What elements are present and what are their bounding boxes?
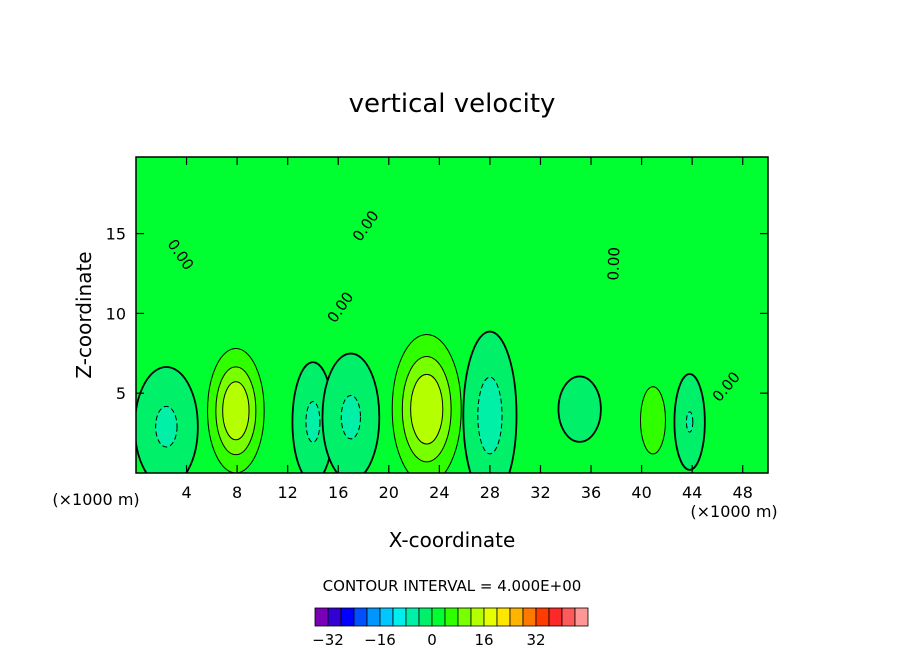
contour-cell	[639, 386, 666, 455]
legend-swatch	[509, 607, 524, 627]
y-tick-label: 15	[106, 225, 126, 244]
contour-level	[410, 373, 444, 445]
y-axis: 5 10 15	[106, 225, 768, 403]
x-tick-label: 40	[631, 483, 651, 502]
contour-cell	[391, 333, 462, 473]
contour-field: 0.000.000.000.000.00	[136, 157, 768, 473]
contour-level	[557, 375, 602, 443]
x-unit-left-label: (×1000 m)	[52, 490, 139, 509]
x-tick-label: 20	[379, 483, 399, 502]
legend-swatch	[457, 607, 472, 627]
legend-swatch	[431, 607, 446, 627]
contour-level	[305, 401, 321, 443]
x-tick-label: 12	[278, 483, 298, 502]
legend-swatch	[314, 607, 329, 627]
x-tick-label: 32	[530, 483, 550, 502]
legend-swatch	[535, 607, 550, 627]
contour-level	[477, 376, 503, 455]
plot-frame	[135, 156, 769, 474]
contour-cell	[207, 348, 265, 473]
x-tick-label: 36	[581, 483, 601, 502]
legend-swatch	[379, 607, 394, 627]
legend-swatch	[522, 607, 537, 627]
contour-level	[222, 381, 250, 441]
legend-swatch	[366, 607, 381, 627]
legend-swatch	[392, 607, 407, 627]
legend-swatch	[418, 607, 433, 627]
x-axis: 4 8 12 16 20 24 28 32 36 40 44 48	[181, 157, 753, 502]
x-axis-title: X-coordinate	[389, 528, 516, 552]
x-tick-label: 48	[733, 483, 753, 502]
contour-label: 0.00	[604, 247, 623, 281]
chart-title: vertical velocity	[349, 89, 556, 119]
legend-swatch	[574, 607, 589, 627]
y-tick-label: 10	[106, 304, 126, 323]
contour-cell	[136, 366, 199, 473]
contour-cell	[673, 373, 706, 471]
legend-tick-label: −32	[312, 631, 344, 649]
contour-level	[639, 386, 666, 455]
contour-level	[340, 394, 361, 440]
legend-swatch	[470, 607, 485, 627]
legend-swatch	[483, 607, 498, 627]
legend-swatch	[327, 607, 342, 627]
contour-cell	[557, 375, 602, 443]
legend-tick-label: 16	[474, 631, 493, 649]
legend-swatch	[405, 607, 420, 627]
x-tick-label: 8	[232, 483, 242, 502]
color-legend: −32 −16 0 16 32	[312, 607, 589, 649]
x-tick-label: 4	[181, 483, 191, 502]
legend-swatch	[548, 607, 563, 627]
contour-level	[685, 411, 694, 433]
x-tick-label: 16	[328, 483, 348, 502]
x-tick-label: 44	[682, 483, 702, 502]
legend-swatch	[340, 607, 355, 627]
x-tick-label: 28	[480, 483, 500, 502]
y-tick-label: 5	[116, 384, 126, 403]
plot-area: 0.000.000.000.000.00	[135, 156, 769, 474]
legend-swatch	[353, 607, 368, 627]
legend-tick-label: −16	[364, 631, 396, 649]
legend-tick-label: 0	[427, 631, 437, 649]
contour-level	[155, 405, 178, 448]
legend-swatch	[444, 607, 459, 627]
x-tick-label: 24	[429, 483, 449, 502]
contour-cell	[321, 352, 381, 473]
contour-interval-label: CONTOUR INTERVAL = 4.000E+00	[323, 577, 582, 595]
legend-tick-label: 32	[526, 631, 545, 649]
contour-cell	[462, 330, 518, 473]
legend-swatch	[496, 607, 511, 627]
legend-swatch	[561, 607, 576, 627]
y-axis-title: Z-coordinate	[72, 251, 96, 378]
x-unit-right-label: (×1000 m)	[690, 502, 777, 521]
